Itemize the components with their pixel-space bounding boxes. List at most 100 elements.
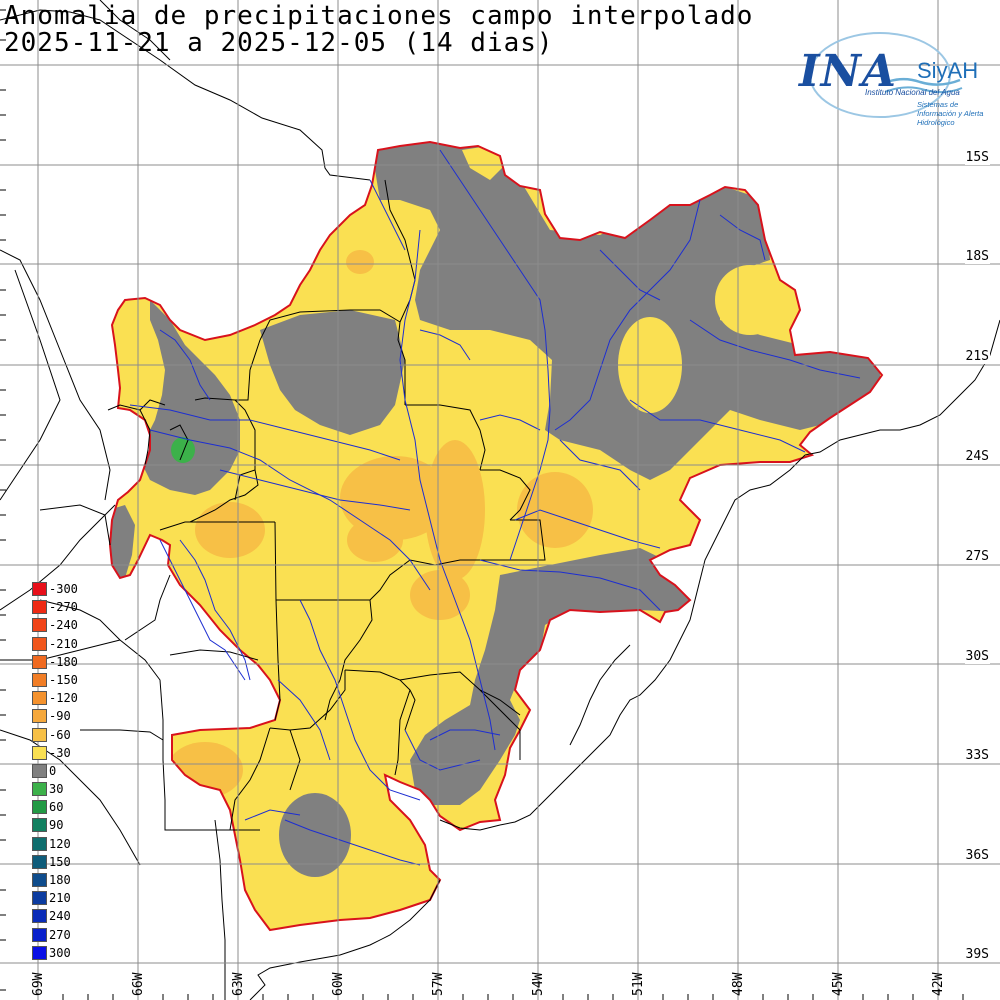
anomaly-zone-neutral-north	[370, 142, 880, 480]
anomaly-zone-neutral-central	[260, 310, 405, 435]
legend-label: -210	[49, 636, 78, 651]
rivers	[129, 149, 861, 866]
anomaly-zone-dry-60-a	[346, 250, 374, 274]
longitude-label: 63W	[231, 972, 246, 996]
bottom-ticks	[62, 994, 964, 1000]
legend-item: 30	[32, 780, 112, 798]
legend-item: -270	[32, 598, 112, 616]
legend-item: -90	[32, 707, 112, 725]
legend-label: -30	[49, 745, 71, 760]
legend-swatch	[32, 818, 47, 833]
legend-label: 150	[49, 854, 71, 869]
legend-swatch	[32, 691, 47, 706]
legend-swatch	[32, 672, 47, 687]
legend-label: 60	[49, 800, 64, 815]
latitude-label: 39S	[964, 947, 990, 962]
anomaly-zone-dry-60-g	[195, 502, 265, 558]
legend-swatch	[32, 636, 47, 651]
latitude-label: 27S	[964, 549, 990, 564]
legend-item: -120	[32, 689, 112, 707]
legend-label: -150	[49, 672, 78, 687]
latitude-label: 18S	[964, 249, 990, 264]
longitude-label: 48W	[731, 972, 746, 996]
latitude-label: 15S	[964, 150, 990, 165]
legend-item: -60	[32, 726, 112, 744]
legend-label: -300	[49, 582, 78, 596]
legend-swatch	[32, 800, 47, 815]
anomaly-zone-dry-60-e	[410, 570, 470, 620]
legend-label: -240	[49, 618, 78, 633]
left-ticks	[0, 9, 6, 991]
legend-item: 270	[32, 926, 112, 944]
anomaly-zone-dry-60-c	[425, 440, 485, 580]
legend-label: 210	[49, 891, 71, 906]
legend-item: -150	[32, 671, 112, 689]
longitude-label: 57W	[431, 972, 446, 996]
legend-label: 120	[49, 836, 71, 851]
legend-item: -300	[32, 580, 112, 598]
legend-label: -90	[49, 709, 71, 724]
ina-logo-text: INA	[799, 46, 897, 97]
political-borders	[0, 0, 546, 1000]
legend-item: 60	[32, 798, 112, 816]
longitude-label: 69W	[31, 972, 46, 996]
legend-swatch	[32, 909, 47, 924]
map-title: Anomalia de precipitaciones campo interp…	[4, 1, 754, 31]
legend-swatch	[32, 709, 47, 724]
legend-item: -30	[32, 744, 112, 762]
legend-swatch	[32, 836, 47, 851]
legend-item: 180	[32, 871, 112, 889]
legend-swatch	[32, 763, 47, 778]
longitude-label: 45W	[831, 972, 846, 996]
anomaly-zone-wet-30	[171, 437, 195, 463]
color-legend: -300 -270 -240 -210 -180 -150 -120 -90 -60 -30 0 30…	[32, 580, 112, 962]
legend-label: -270	[49, 600, 78, 615]
latitude-label: 24S	[964, 449, 990, 464]
legend-swatch	[32, 945, 47, 960]
longitude-label: 51W	[631, 972, 646, 996]
legend-item: -240	[32, 616, 112, 634]
latitude-label: 33S	[964, 748, 990, 763]
legend-label: 0	[49, 763, 57, 778]
map-period: 2025-11-21 a 2025-12-05 (14 dias)	[4, 28, 554, 58]
legend-label: 90	[49, 818, 64, 833]
system-name: Sistemas de Información y Alerta Hidroló…	[917, 100, 984, 127]
ina-siyah-logo: INA SiyAH Instituto Nacional del Agua Si…	[795, 30, 995, 130]
latitude-label: 30S	[964, 649, 990, 664]
logo-swoosh	[809, 32, 963, 118]
institute-name: Instituto Nacional del Agua	[865, 88, 960, 97]
legend-swatch	[32, 745, 47, 760]
legend-label: 30	[49, 782, 64, 797]
legend-item: 240	[32, 907, 112, 925]
legend-item: -180	[32, 653, 112, 671]
legend-item: 210	[32, 889, 112, 907]
legend-label: 300	[49, 945, 71, 960]
legend-swatch	[32, 891, 47, 906]
legend-swatch	[32, 927, 47, 942]
legend-swatch	[32, 782, 47, 797]
longitude-label: 66W	[131, 972, 146, 996]
anomaly-zone-dry-island-2	[715, 265, 785, 335]
legend-item: 150	[32, 853, 112, 871]
legend-label: 240	[49, 909, 71, 924]
legend-swatch	[32, 873, 47, 887]
longitude-label: 42W	[931, 972, 946, 996]
legend-label: 270	[49, 927, 71, 942]
legend-swatch	[32, 600, 47, 615]
legend-label: -60	[49, 727, 71, 742]
legend-item: 300	[32, 944, 112, 962]
anomaly-zone-neutral-west-strip	[110, 505, 135, 578]
legend-item: 120	[32, 835, 112, 853]
anomaly-zone-neutral-southeast	[410, 548, 690, 805]
anomaly-zone-dry-60-h	[347, 518, 403, 562]
legend-label: -180	[49, 654, 78, 669]
longitude-label: 60W	[331, 972, 346, 996]
legend-item: -210	[32, 635, 112, 653]
legend-swatch	[32, 727, 47, 742]
coastline	[249, 319, 1000, 1000]
legend-swatch	[32, 854, 47, 869]
anomaly-zone-dry-60-d	[517, 472, 593, 548]
siyah-logo-text: SiyAH	[917, 58, 979, 83]
